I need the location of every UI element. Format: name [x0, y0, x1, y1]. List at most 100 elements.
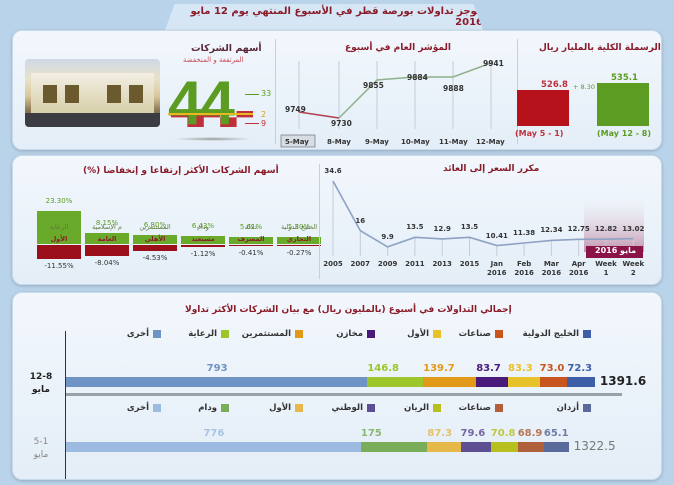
- gainer-bar: [229, 236, 273, 244]
- week-label: 5-1: [33, 437, 49, 447]
- gainer-name: المستثمرين: [139, 223, 171, 231]
- turnover-total: 1322.5: [573, 439, 616, 453]
- loser-name: التجاري: [286, 235, 312, 243]
- legend-label: المستثمرين: [241, 329, 291, 339]
- legend-label: الأول: [407, 329, 429, 339]
- turnover-segment: [360, 442, 428, 452]
- turnover-segment: [423, 377, 477, 387]
- pe-x-label: 2009: [377, 260, 398, 268]
- turnover-segment-value: 776: [203, 428, 225, 439]
- legend-swatch: [583, 330, 591, 338]
- pe-x-label: Mar: [543, 260, 559, 268]
- index-x-label: 5-May: [285, 138, 309, 146]
- market-cap-change: + 8.30: [573, 83, 595, 91]
- turnover-segment: [367, 377, 424, 387]
- legend-swatch: [221, 330, 229, 338]
- gainer-bar: [133, 235, 177, 244]
- legend-item: المستثمرين: [242, 329, 303, 339]
- pe-value: 13.5: [460, 223, 479, 232]
- turnover-segment: [490, 442, 518, 452]
- loser-name: مسيعيد: [191, 235, 215, 243]
- gainer-value: 8.15%: [95, 219, 119, 227]
- pe-x-label-sub: 2: [630, 269, 636, 277]
- pe-value: 34.6: [324, 167, 342, 176]
- legend-item: ودام: [198, 403, 229, 413]
- pe-value: 12.9: [433, 224, 451, 233]
- loser-bar: [181, 245, 225, 247]
- turnover-segment: [66, 442, 361, 452]
- pe-x-label: Week: [622, 260, 645, 268]
- turnover-title: إجمالي التداولات في أسبوع (بالمليون ريال…: [185, 305, 512, 315]
- pe-value: 12.75: [567, 225, 590, 234]
- index-line-chart: [280, 61, 492, 148]
- turnover-segment: [508, 377, 540, 387]
- market-cap-curr-bar: [597, 83, 649, 126]
- legend-swatch: [433, 330, 441, 338]
- legend-item: مخازن: [336, 329, 375, 339]
- index-x-label: 10-May: [401, 138, 430, 146]
- legend-item: الأول: [407, 329, 441, 339]
- gainer-value: 23.30%: [45, 197, 73, 205]
- turnover-segment-value: 68.9: [517, 428, 543, 439]
- gainer-bar: [181, 235, 225, 244]
- legend-swatch: [295, 404, 303, 412]
- legend-label: صناعات: [458, 329, 491, 339]
- market-cap-prev-value: 526.8: [541, 80, 568, 90]
- turnover-segment: [539, 377, 568, 387]
- legend-item: أزدان: [557, 403, 591, 413]
- pe-value: 9.9: [381, 232, 394, 241]
- pe-x-label-sub: 2016: [568, 269, 589, 277]
- loser-value: -4.53%: [142, 254, 168, 262]
- loser-bar: [229, 245, 273, 246]
- legend-swatch: [221, 404, 229, 412]
- exchange-building-photo: [25, 59, 160, 127]
- pe-value: 16: [355, 216, 366, 225]
- legend-swatch: [153, 404, 161, 412]
- pe-line-chart: [332, 180, 644, 258]
- legend-item: الريان: [404, 403, 441, 413]
- turnover-segment-value: 146.8: [367, 363, 399, 374]
- index-title: المؤشر العام في أسبوع: [345, 43, 451, 53]
- market-cap-curr-value: 535.1: [611, 73, 638, 83]
- pe-x-label: 2015: [459, 260, 480, 268]
- title-text: موجز تداولات بورصة قطر في الأسبوع المنته…: [190, 6, 483, 28]
- turnover-segment-value: 65.1: [543, 428, 569, 439]
- pe-x-label: 2005: [323, 260, 343, 268]
- pe-value: 11.38: [513, 228, 536, 237]
- pe-value: 13.5: [406, 223, 424, 232]
- pe-x-label: Jan: [490, 260, 503, 268]
- index-x-label: 8-May: [327, 138, 351, 146]
- pe-x-label: 2011: [405, 260, 425, 268]
- pe-x-label-sub: 2016: [541, 269, 562, 277]
- loser-name: الأول: [50, 235, 68, 243]
- pe-x-label-sub: 2016: [514, 269, 534, 277]
- legend-label: أخرى: [126, 329, 149, 339]
- pe-value: 12.34: [540, 226, 563, 235]
- gainer-name: ودام: [197, 223, 209, 231]
- loser-name: المصرف: [237, 235, 265, 243]
- legend-swatch: [153, 330, 161, 338]
- stocks-summary-title: أسهم الشركات: [191, 43, 262, 54]
- unchanged-count: 2: [261, 110, 267, 119]
- gainer-value: 5.61%: [239, 222, 263, 231]
- index-value: 9730: [331, 119, 352, 128]
- turnover-segment-value: 72.3: [567, 363, 593, 374]
- loser-value: -8.04%: [94, 259, 120, 267]
- pe-value: 13.02: [622, 224, 645, 233]
- pe-value: 12.82: [594, 225, 618, 234]
- legend-item: أخرى: [127, 329, 161, 339]
- turnover-segment: [460, 442, 491, 452]
- turnover-segment: [476, 377, 508, 387]
- index-value: 9855: [363, 81, 384, 90]
- legend-item: أخرى: [127, 403, 161, 413]
- legend-label: الوطني: [331, 403, 363, 413]
- index-value: 9941: [483, 59, 504, 68]
- turnover-segment: [66, 377, 368, 387]
- loser-bar: [85, 245, 129, 256]
- legend-label: أخرى: [126, 403, 149, 413]
- turnover-segment: [427, 442, 461, 452]
- movers-title: أسهم الشركات الأكثر إرتفاعا و إنخفاضا (%…: [83, 166, 279, 176]
- legend-swatch: [295, 330, 303, 338]
- index-x-label: 12-May: [476, 138, 505, 146]
- up-count: 33: [261, 89, 272, 98]
